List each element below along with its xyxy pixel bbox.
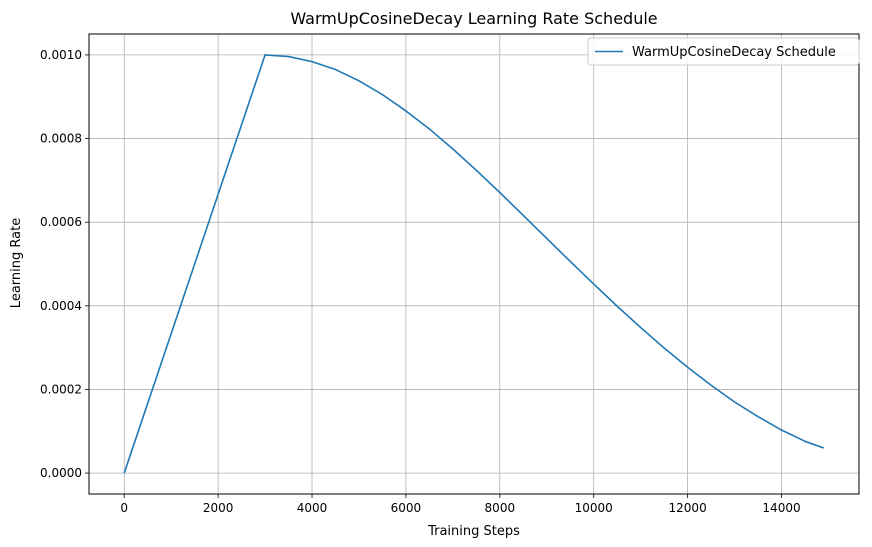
x-tick-label: 4000 (297, 501, 328, 515)
x-tick-label: 10000 (575, 501, 613, 515)
axis-ticks: 0 2000 4000 6000 8000 10000 12000 14000 0.0000 0.… (40, 48, 801, 515)
x-tick-label: 14000 (762, 501, 800, 515)
plot-frame (88, 33, 860, 495)
y-axis-label: Learning Rate (9, 218, 24, 308)
legend-entry-label: WarmUpCosineDecay Schedule (632, 45, 836, 60)
y-tick-label: 0.0008 (40, 132, 82, 146)
x-tick-label: 12000 (669, 501, 707, 515)
legend-box (587, 37, 860, 66)
x-tick-label: 2000 (203, 501, 234, 515)
series-line (123, 54, 825, 474)
x-axis-label: Training Steps (427, 524, 520, 539)
y-tick-label: 0.0000 (40, 466, 82, 480)
legend: WarmUpCosineDecay Schedule (587, 37, 860, 66)
series-group (123, 54, 825, 474)
x-tick-label: 0 (120, 501, 128, 515)
y-tick-label: 0.0010 (40, 48, 82, 62)
x-tick-label: 6000 (391, 501, 422, 515)
chart-title: WarmUpCosineDecay Learning Rate Schedule (290, 9, 657, 28)
x-tick-label: 8000 (485, 501, 516, 515)
y-tick-label: 0.0002 (40, 382, 82, 396)
y-tick-label: 0.0006 (40, 215, 82, 229)
y-tick-label: 0.0004 (40, 299, 82, 313)
